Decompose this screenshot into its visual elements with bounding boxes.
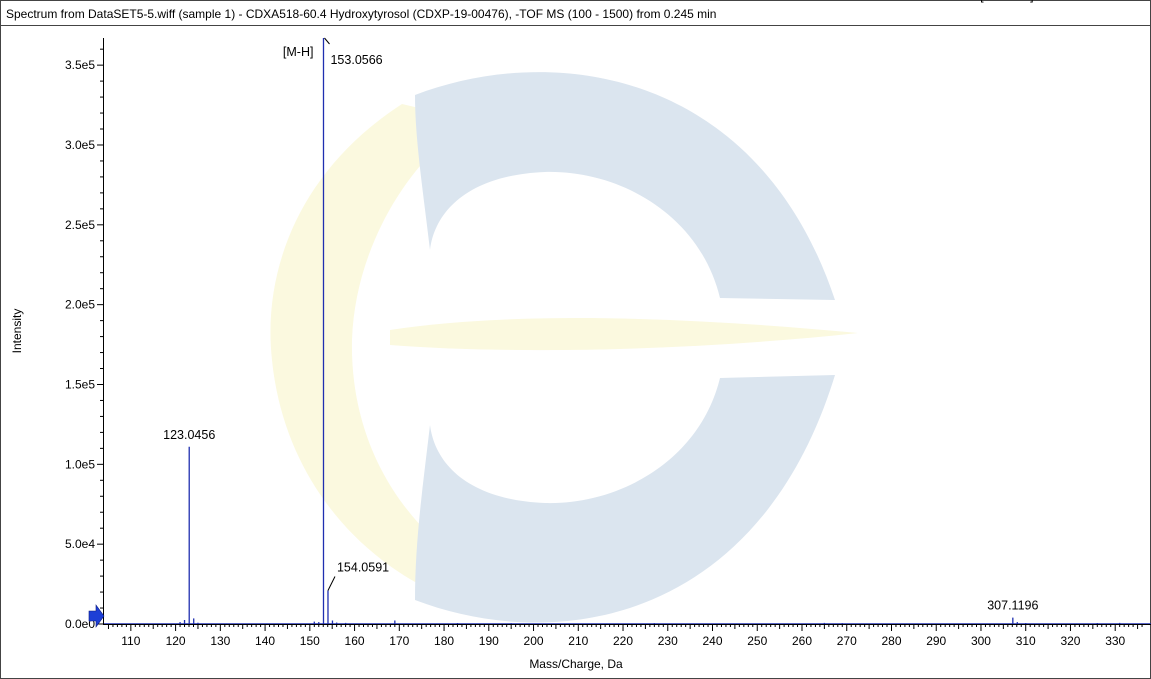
y-axis-ticks: 0.0e0 5.0e4 1.0e5 1.5e5 2.0e5 2.5e5 3.0e5 3.5e5: [65, 48, 103, 631]
x-tick-label: 310: [1016, 634, 1036, 648]
peak-leader-line: [324, 37, 330, 45]
ion-annotation: [M-H]: [283, 45, 314, 59]
y-tick-label: 0.0e0: [65, 617, 95, 631]
x-tick-label: 140: [255, 634, 275, 648]
x-axis-label: Mass/Charge, Da: [529, 657, 623, 671]
x-tick-label: 300: [971, 634, 991, 648]
x-tick-label: 160: [345, 634, 365, 648]
x-tick-label: 230: [658, 634, 678, 648]
x-tick-label: 280: [881, 634, 901, 648]
x-tick-label: 120: [166, 634, 186, 648]
origin-marker-icon[interactable]: [88, 604, 105, 628]
x-tick-label: 220: [613, 634, 633, 648]
x-tick-label: 130: [210, 634, 230, 648]
peak-leader-line: [327, 576, 336, 591]
peak-mz-label: 307.1196: [987, 599, 1038, 613]
x-tick-label: 170: [389, 634, 409, 648]
spectrum-peaks: [104, 38, 1151, 624]
y-tick-label: 5.0e4: [65, 537, 95, 551]
peak-mz-label: 153.0566: [330, 53, 382, 67]
y-tick-label: 3.0e5: [65, 138, 95, 152]
x-tick-label: 320: [1060, 634, 1080, 648]
watermark-yellow-shape: [270, 104, 470, 590]
x-tick-label: 290: [926, 634, 946, 648]
y-axis-label: Intensity: [10, 309, 24, 354]
y-tick-label: 1.0e5: [65, 457, 95, 471]
x-tick-label: 260: [792, 634, 812, 648]
peak-mz-label: 123.0456: [163, 428, 215, 442]
peak-mz-label: 154.0591: [337, 560, 389, 574]
x-tick-label: 210: [568, 634, 588, 648]
x-tick-label: 330: [1105, 634, 1125, 648]
watermark-center-sweep: [390, 318, 858, 351]
watermark-upper-arc: [415, 72, 835, 300]
x-tick-label: 240: [702, 634, 722, 648]
x-tick-label: 110: [121, 634, 140, 648]
ion-annotation: [Dimer-H]: [980, 0, 1033, 3]
y-tick-label: 2.0e5: [65, 298, 95, 312]
y-tick-label: 3.5e5: [65, 58, 95, 72]
x-axis-ticks: 110 120 130 140 150 160 170 180 190 200 210 220 230 2…: [107, 625, 1143, 648]
x-tick-label: 270: [837, 634, 857, 648]
y-tick-label: 2.5e5: [65, 218, 95, 232]
peak-labels: 153.0566 123.0456 154.0591 307.1196 [M-H] [Di…: [163, 0, 1038, 613]
x-tick-label: 190: [479, 634, 499, 648]
x-tick-label: 150: [300, 634, 320, 648]
x-tick-label: 180: [434, 634, 454, 648]
x-tick-label: 250: [747, 634, 767, 648]
x-tick-label: 200: [524, 634, 544, 648]
watermark-lower-arc: [415, 375, 835, 623]
y-tick-label: 1.5e5: [65, 377, 95, 391]
watermark-logo: [270, 72, 858, 623]
chart-title: Spectrum from DataSET5-5.wiff (sample 1)…: [6, 7, 716, 21]
